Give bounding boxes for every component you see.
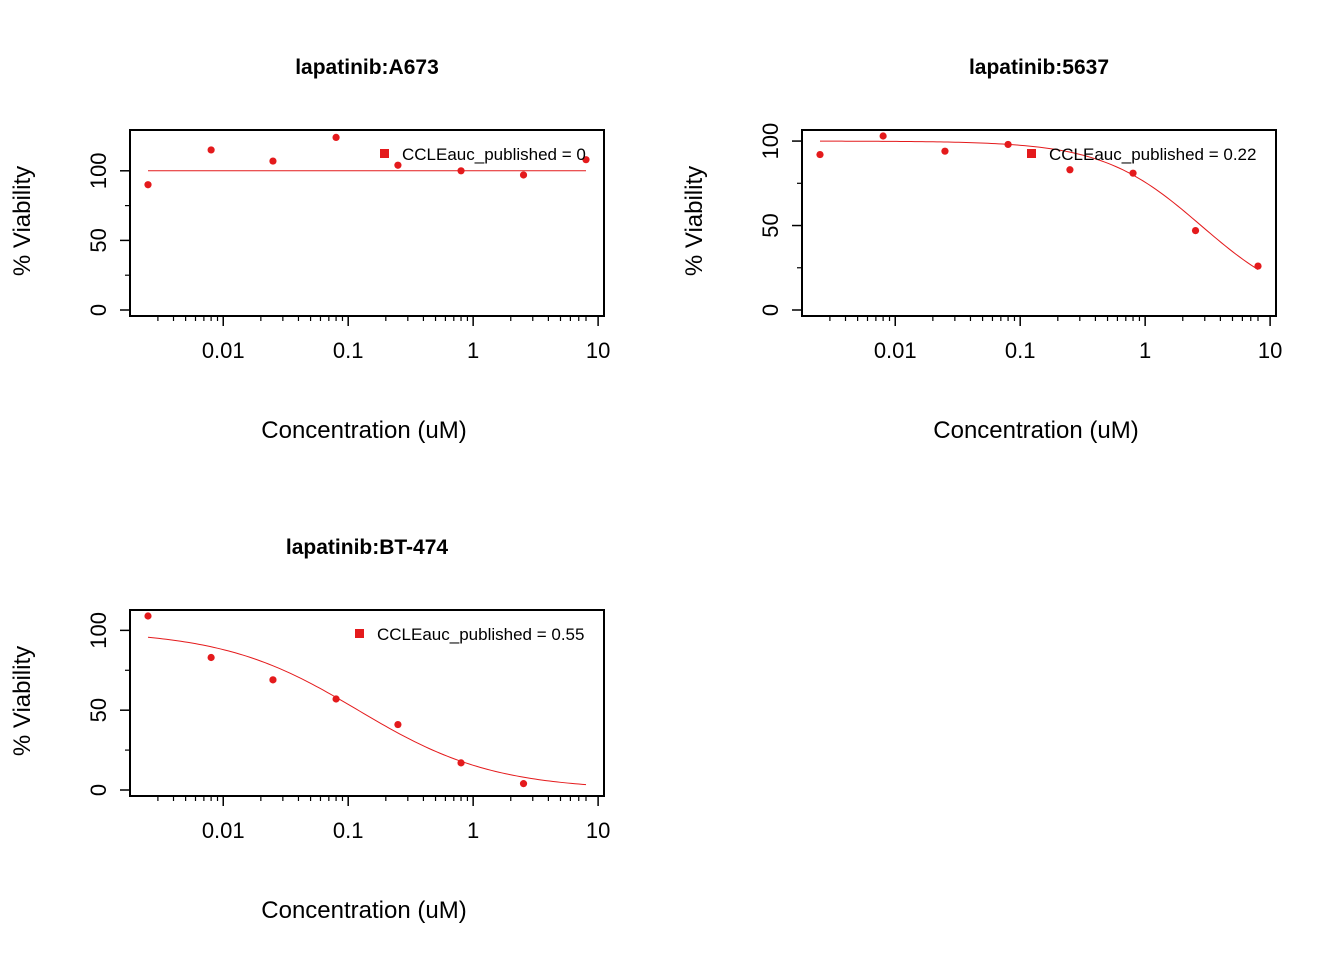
- data-point: [332, 133, 340, 141]
- y-tick-label: 0: [86, 784, 111, 796]
- data-point: [207, 146, 215, 154]
- data-point: [1191, 227, 1200, 235]
- chart-title: lapatinib:BT-474: [286, 536, 449, 559]
- x-tick-label: 0.01: [874, 338, 917, 363]
- data-point: [144, 612, 152, 620]
- x-tick-label: 10: [586, 338, 610, 363]
- x-axis-label: Concentration (uM): [261, 897, 466, 924]
- x-tick-label: 0.01: [202, 818, 245, 843]
- data-point: [394, 161, 402, 169]
- data-point: [207, 653, 215, 662]
- fit-curve: [147, 636, 587, 786]
- chart-title: lapatinib:5637: [969, 56, 1109, 79]
- x-tick-label: 10: [586, 818, 610, 843]
- fit-curve: [819, 140, 1259, 270]
- legend-marker: [355, 629, 364, 638]
- plot-frame: [129, 129, 605, 317]
- data-point: [941, 147, 949, 155]
- y-tick-label: 100: [758, 123, 783, 160]
- chart-title: lapatinib:A673: [295, 56, 439, 79]
- y-tick-label: 100: [86, 612, 111, 649]
- x-tick-label: 1: [467, 818, 479, 843]
- x-tick-label: 1: [1139, 338, 1151, 363]
- data-point: [332, 695, 340, 703]
- legend-marker: [1027, 149, 1036, 158]
- legend-label: CCLEauc_published = 0.22: [1049, 145, 1256, 164]
- data-point: [457, 759, 465, 767]
- data-point: [144, 181, 152, 189]
- y-tick-label: 50: [758, 213, 783, 237]
- data-point: [269, 157, 277, 165]
- data-point: [269, 676, 277, 684]
- x-tick-label: 0.1: [333, 338, 364, 363]
- data-point: [1004, 140, 1012, 149]
- data-point: [1254, 262, 1262, 270]
- data-point: [879, 132, 887, 140]
- y-axis-label: % Viability: [9, 646, 36, 756]
- y-axis-label: % Viability: [681, 166, 708, 276]
- x-tick-label: 10: [1258, 338, 1282, 363]
- data-point: [457, 167, 465, 175]
- x-axis-label: Concentration (uM): [933, 417, 1138, 444]
- y-axis-label: % Viability: [9, 166, 36, 276]
- x-tick-label: 0.1: [333, 818, 364, 843]
- data-point: [1066, 166, 1074, 174]
- x-tick-label: 0.1: [1005, 338, 1036, 363]
- legend-label: CCLEauc_published = 0: [402, 145, 586, 164]
- plot-frame: [129, 609, 605, 797]
- legend-marker: [380, 149, 389, 158]
- data-point: [394, 720, 402, 729]
- data-point: [519, 780, 528, 788]
- data-point: [1129, 169, 1137, 177]
- data-point: [519, 171, 528, 179]
- y-tick-label: 50: [86, 698, 111, 722]
- x-axis-label: Concentration (uM): [261, 417, 466, 444]
- x-tick-label: 0.01: [202, 338, 245, 363]
- data-point: [816, 150, 824, 159]
- legend-label: CCLEauc_published = 0.55: [377, 625, 584, 644]
- plot-frame: [801, 129, 1277, 317]
- y-tick-label: 0: [758, 304, 783, 316]
- y-tick-label: 50: [86, 228, 111, 252]
- data-point: [582, 156, 590, 164]
- y-tick-label: 0: [86, 304, 111, 316]
- x-tick-label: 1: [467, 338, 479, 363]
- y-tick-label: 100: [86, 152, 111, 189]
